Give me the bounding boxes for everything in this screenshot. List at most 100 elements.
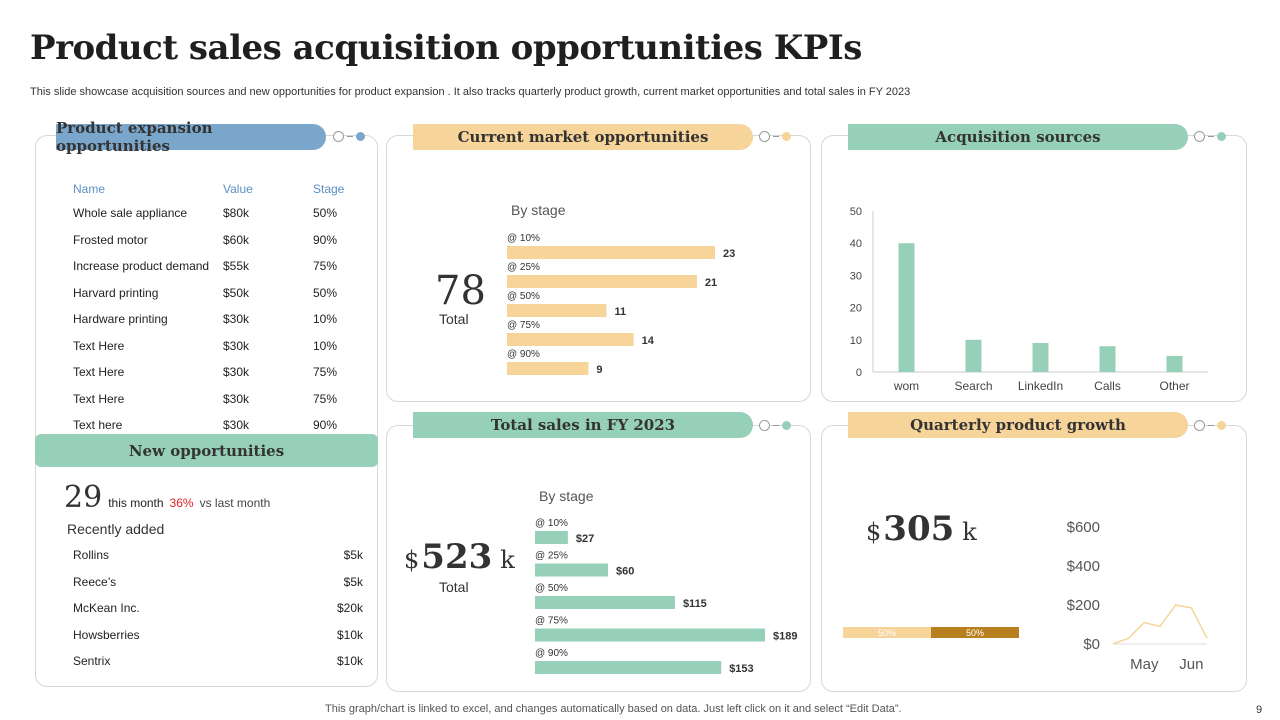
bar <box>1166 355 1183 372</box>
y-tick-label: 30 <box>850 270 862 282</box>
page-subtitle: This slide showcase acquisition sources … <box>30 86 911 98</box>
cell-value: $30k <box>223 312 250 327</box>
stage-tick-label: @ 10% <box>535 518 568 529</box>
y-tick-label: 40 <box>850 238 862 250</box>
stacked-bar-segment <box>843 627 931 638</box>
total-sales-header: Total sales in FY 2023 <box>413 412 753 438</box>
footer-note: This graph/chart is linked to excel, and… <box>325 703 902 715</box>
cell-name: Frosted motor <box>73 232 148 247</box>
total-sales-value: 523 <box>421 537 493 577</box>
ring-dot-icon <box>1194 420 1205 431</box>
column-header-stage: Stage <box>313 182 345 196</box>
bar <box>507 275 697 288</box>
stage-tick-label: @ 90% <box>507 349 540 360</box>
bar-data-label: 21 <box>705 277 717 289</box>
stage-tick-label: @ 75% <box>507 320 540 331</box>
cell-name: Text Here <box>73 365 125 380</box>
x-tick-label: May <box>1130 656 1159 673</box>
bar <box>507 362 589 375</box>
bar-data-label: $27 <box>576 533 594 545</box>
cell-stage: 90% <box>313 232 338 247</box>
new-opportunities-header: New opportunities <box>35 434 378 467</box>
this-month-label: this month <box>108 496 164 510</box>
table-row: Increase product demand $55k 75% <box>73 253 363 280</box>
cell-name: Text here <box>73 418 123 433</box>
acquisition-dots <box>1194 131 1226 142</box>
acquisition-title: Acquisition sources <box>935 128 1101 146</box>
list-item-name: Howsberries <box>73 627 140 642</box>
list-item: Sentrix $10k <box>73 654 363 668</box>
bar-data-label: $189 <box>773 631 797 643</box>
bar <box>535 628 765 642</box>
product-expansion-table: Name Value Stage Whole sale appliance $80… <box>73 178 363 439</box>
y-tick-label: $400 <box>1067 558 1100 575</box>
market-total-value: 78 <box>435 268 486 314</box>
table-row: Whole sale appliance $80k 50% <box>73 200 363 227</box>
cell-stage: 10% <box>313 312 338 327</box>
ring-dot-icon <box>333 131 344 142</box>
x-tick-label: LinkedIn <box>1018 379 1063 393</box>
column-header-name: Name <box>73 182 106 196</box>
y-tick-label: 10 <box>850 335 862 347</box>
total-sales-unit: k <box>500 546 515 574</box>
quarterly-split-bar: 50% 50% <box>843 627 1019 638</box>
list-item-value: $5k <box>343 574 363 589</box>
stage-tick-label: @ 90% <box>535 648 568 659</box>
list-item: Rollins $5k <box>73 548 363 562</box>
cell-stage: 90% <box>313 418 338 433</box>
list-item: Howsberries $10k <box>73 628 363 642</box>
growth-line <box>1112 604 1208 645</box>
chart-title: By stage <box>539 488 594 504</box>
bar <box>535 596 675 609</box>
table-row: Text Here $30k 75% <box>73 359 363 386</box>
vs-last-month-label: vs last month <box>199 496 271 510</box>
total-sales-currency: $ <box>404 546 420 574</box>
cell-value: $80k <box>223 206 250 221</box>
cell-name: Whole sale appliance <box>73 206 188 221</box>
y-tick-label: $0 <box>1083 636 1100 653</box>
list-item: McKean Inc. $20k <box>73 601 363 615</box>
list-item-name: Reece’s <box>73 574 117 589</box>
dot-icon <box>1217 421 1226 430</box>
dot-icon <box>782 421 791 430</box>
table-row: Harvard printing $50k 50% <box>73 280 363 307</box>
table-header-row: Name Value Stage <box>73 178 363 200</box>
stage-tick-label: @ 75% <box>535 616 568 627</box>
product-expansion-title: Product expansion opportunities <box>56 119 213 155</box>
cell-name: Text Here <box>73 391 125 406</box>
stage-tick-label: @ 50% <box>507 291 540 302</box>
bar-data-label: 23 <box>723 248 735 260</box>
cell-value: $55k <box>223 259 250 274</box>
page-title: Product sales acquisition opportunities … <box>30 28 862 68</box>
new-opportunities-panel <box>35 440 378 687</box>
table-body: Whole sale appliance $80k 50% Frosted motor… <box>73 200 363 439</box>
acquisition-sources-chart: 0 10 20 30 40 50 wom Search LinkedIn Calls Other <box>850 206 1208 393</box>
cell-name: Harvard printing <box>73 285 159 300</box>
product-expansion-dots <box>333 131 365 142</box>
column-header-value: Value <box>223 182 253 196</box>
bar-data-label: 14 <box>642 335 655 347</box>
acquisition-header: Acquisition sources <box>848 124 1188 150</box>
dot-icon <box>782 132 791 141</box>
bar-data-label: 11 <box>614 306 626 318</box>
bar-data-label: 9 <box>596 364 602 376</box>
bar <box>1099 346 1116 372</box>
quarterly-amount: $ 305 k <box>866 509 977 549</box>
cell-name: Hardware printing <box>73 312 168 327</box>
y-tick-label: $200 <box>1067 597 1100 614</box>
dot-icon <box>356 132 365 141</box>
segment-label: 50% <box>878 628 896 638</box>
current-market-title: Current market opportunities <box>457 128 709 146</box>
total-sales-amount: $ 523 k <box>404 537 515 577</box>
x-tick-label: wom <box>893 379 919 393</box>
cell-stage: 75% <box>313 365 338 380</box>
x-tick-label: Search <box>954 379 992 393</box>
cell-value: $30k <box>223 391 250 406</box>
list-item-name: Sentrix <box>73 654 111 668</box>
bar-data-label: $115 <box>683 598 707 610</box>
stage-tick-label: @ 50% <box>535 583 568 594</box>
table-row: Text Here $30k 10% <box>73 333 363 360</box>
cell-value: $60k <box>223 232 250 247</box>
cell-value: $30k <box>223 338 250 353</box>
stage-tick-label: @ 25% <box>507 262 540 273</box>
